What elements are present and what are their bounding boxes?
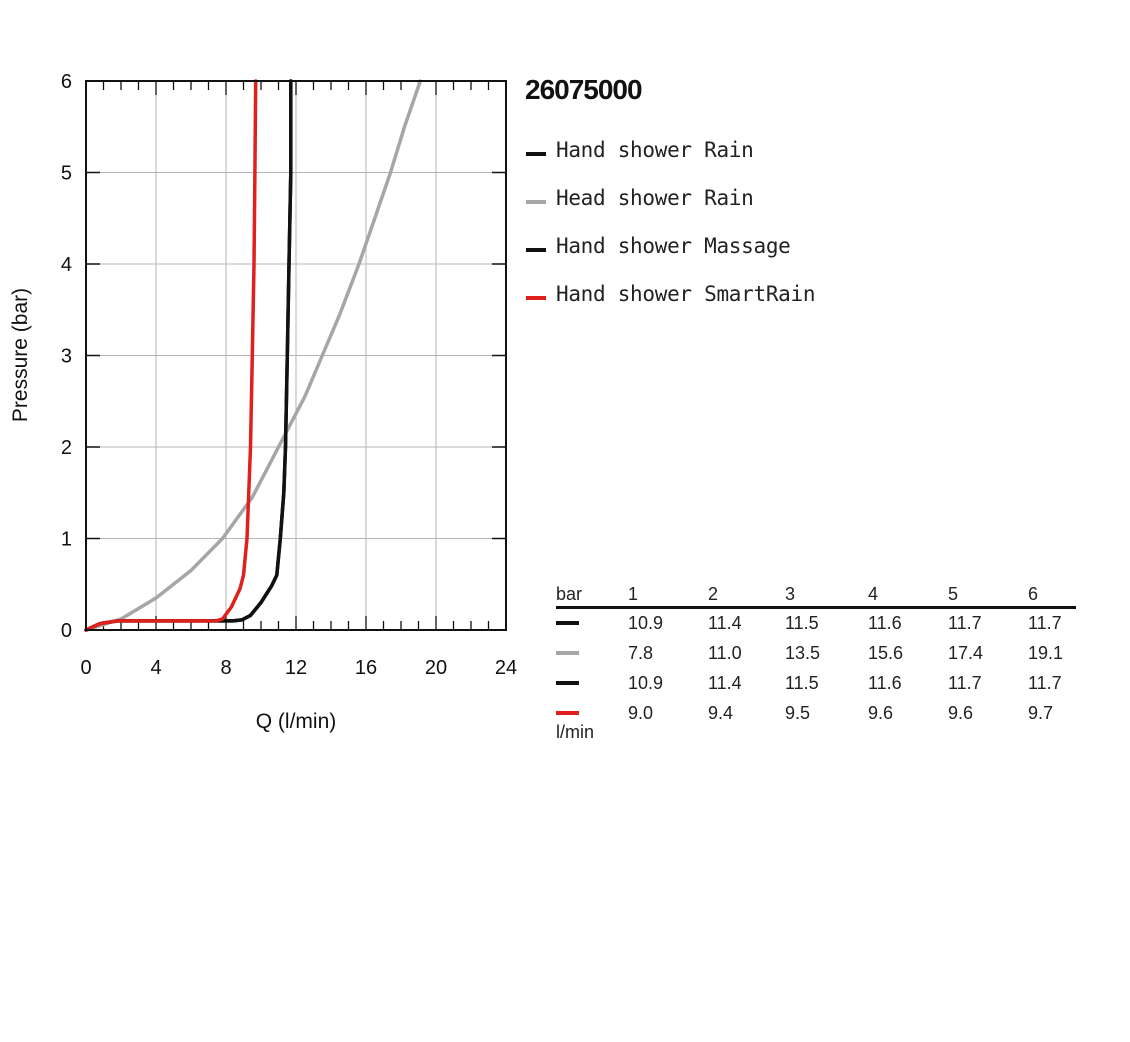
flow-value-cell: 9.5	[785, 703, 811, 723]
flow-table-body: 10.9 11.4 11.5 11.6 11.7 11.7 7.8 11.0 13.5 15.6 1…	[556, 609, 1076, 729]
flow-value-cell: 11.4	[708, 613, 742, 633]
flow-table-header: bar 1 2 3 4 5 6	[556, 584, 1076, 609]
flow-table-row: 9.0 9.4 9.5 9.6 9.6 9.7	[556, 699, 1076, 729]
flow-value-cell: 11.7	[948, 673, 982, 693]
flow-value-cell: 11.7	[948, 613, 982, 633]
flow-value-cell: 11.4	[708, 673, 742, 693]
x-axis-title: Q (l/min)	[256, 710, 337, 733]
flow-value-cell: 11.5	[785, 673, 819, 693]
y-tick-label: 1	[61, 529, 72, 551]
flow-value-cell: 11.0	[708, 643, 742, 663]
legend-swatch	[526, 152, 546, 156]
flow-value-cell: 7.8	[628, 643, 654, 663]
flow-value-cell: 17.4	[948, 643, 984, 663]
row-color-swatch	[556, 681, 579, 685]
flow-value-cell: 11.6	[868, 613, 902, 633]
flow-table-row: 7.8 11.0 13.5 15.6 17.4 19.1	[556, 639, 1076, 669]
pressure-column-header: 5	[948, 584, 959, 604]
y-tick-label: 6	[61, 71, 72, 93]
flow-value-cell: 15.6	[868, 643, 904, 663]
y-tick-label: 4	[61, 254, 72, 276]
flow-value-cell: 9.4	[708, 703, 734, 723]
legend-label: Hand shower SmartRain	[556, 282, 816, 306]
x-tick-label: 20	[425, 657, 447, 679]
flow-value-cell: 11.6	[868, 673, 902, 693]
legend-label: Head shower Rain	[556, 186, 754, 210]
legend-item: Head shower Rain	[526, 186, 815, 234]
pressure-column-header: 6	[1028, 584, 1039, 604]
pressure-column-header: 3	[785, 584, 796, 604]
pressure-column-header: 4	[868, 584, 879, 604]
flow-rate-table: bar 1 2 3 4 5 6 10.9 11.4 11.5 11.6 11.7 11.7 7.8 11…	[556, 584, 1076, 742]
legend-swatch	[526, 296, 546, 300]
x-tick-label: 0	[80, 657, 91, 679]
legend-label: Hand shower Massage	[556, 234, 791, 258]
flow-table-row: 10.9 11.4 11.5 11.6 11.7 11.7	[556, 669, 1076, 699]
flow-value-cell: 9.7	[1028, 703, 1054, 723]
flow-value-cell: 11.7	[1028, 673, 1062, 693]
series-line-hand-shower-smartrain	[84, 79, 258, 632]
flow-value-cell: 13.5	[785, 643, 821, 663]
flow-value-cell: 9.6	[948, 703, 974, 723]
pressure-column-header: 1	[628, 584, 639, 604]
row-color-swatch	[556, 711, 579, 715]
y-tick-label: 3	[61, 346, 72, 368]
y-tick-label: 2	[61, 437, 72, 459]
legend-item: Hand shower Massage	[526, 234, 815, 282]
series-line-head-shower-rain	[84, 79, 423, 632]
legend-swatch	[526, 248, 546, 252]
x-tick-label: 4	[150, 657, 161, 679]
flow-value-cell: 11.7	[1028, 613, 1062, 633]
y-axis-title: Pressure (bar)	[9, 288, 32, 422]
flow-value-cell: 19.1	[1028, 643, 1064, 663]
flow-value-cell: 9.0	[628, 703, 654, 723]
flow-table-row: 10.9 11.4 11.5 11.6 11.7 11.7	[556, 609, 1076, 639]
row-color-swatch	[556, 621, 579, 625]
flow-value-cell: 10.9	[628, 673, 664, 693]
legend-item: Hand shower Rain	[526, 138, 815, 186]
legend-label: Hand shower Rain	[556, 138, 754, 162]
legend-swatch	[526, 200, 546, 204]
x-tick-label: 12	[285, 657, 307, 679]
flow-value-cell: 10.9	[628, 613, 664, 633]
flow-unit-label: l/min	[556, 722, 595, 742]
y-tick-label: 5	[61, 163, 72, 185]
product-number-title: 26075000	[525, 74, 643, 105]
plot-frame	[85, 80, 507, 631]
flow-value-cell: 11.5	[785, 613, 819, 633]
pressure-unit-label: bar	[556, 584, 583, 604]
legend-item: Hand shower SmartRain	[526, 282, 816, 330]
x-tick-label: 16	[355, 657, 377, 679]
pressure-column-header: 2	[708, 584, 719, 604]
row-color-swatch	[556, 651, 579, 655]
y-tick-label: 0	[61, 620, 72, 642]
flow-value-cell: 9.6	[868, 703, 894, 723]
x-tick-label: 8	[220, 657, 231, 679]
chart-series	[84, 79, 423, 632]
chart-grid	[86, 81, 506, 630]
x-tick-label: 24	[495, 657, 517, 679]
chart-legend: Hand shower Rain Head shower Rain Hand sho…	[526, 138, 816, 330]
